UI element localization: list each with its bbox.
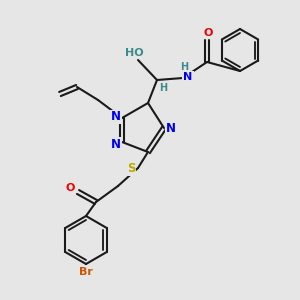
Text: O: O bbox=[203, 28, 213, 38]
Text: N: N bbox=[166, 122, 176, 134]
Text: Br: Br bbox=[79, 267, 93, 277]
Text: N: N bbox=[111, 137, 121, 151]
Text: O: O bbox=[65, 183, 75, 193]
Text: H: H bbox=[159, 83, 167, 93]
Text: H: H bbox=[180, 62, 188, 72]
Text: N: N bbox=[111, 110, 121, 124]
Text: HO: HO bbox=[125, 48, 143, 58]
Text: N: N bbox=[183, 72, 193, 82]
Text: S: S bbox=[127, 163, 135, 176]
